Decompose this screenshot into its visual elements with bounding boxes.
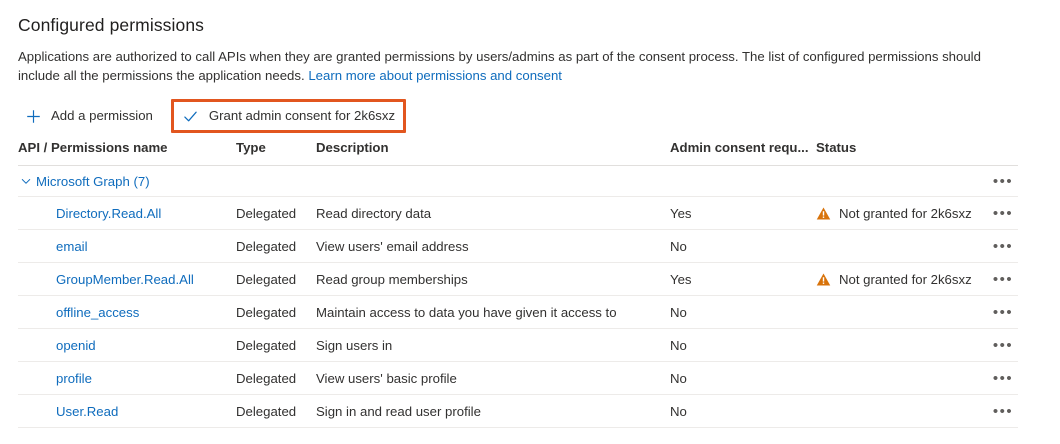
permission-name-cell: User.Read xyxy=(18,394,236,428)
permission-type-cell: Delegated xyxy=(236,328,316,362)
permission-status-cell xyxy=(816,295,988,329)
plus-icon xyxy=(22,105,44,127)
permission-name-cell: email xyxy=(18,229,236,263)
header-api-permissions-name[interactable]: API / Permissions name xyxy=(18,140,236,166)
header-menu xyxy=(988,140,1018,166)
table-row: GroupMember.Read.All Delegated Read grou… xyxy=(18,262,1018,296)
permission-name-link[interactable]: openid xyxy=(56,337,96,353)
grant-admin-consent-button[interactable]: Grant admin consent for 2k6sxz xyxy=(180,99,395,133)
more-options-icon[interactable]: ••• xyxy=(992,270,1014,288)
table-group-row-microsoft-graph[interactable]: Microsoft Graph (7) ••• xyxy=(18,165,1018,197)
row-menu-cell: ••• xyxy=(988,361,1018,395)
permission-name-cell: Directory.Read.All xyxy=(18,196,236,230)
permission-admin-consent-cell: Yes xyxy=(670,262,816,296)
table-row: profile Delegated View users' basic prof… xyxy=(18,361,1018,395)
grant-admin-consent-highlight: Grant admin consent for 2k6sxz xyxy=(170,99,407,133)
permission-description-cell: Read group memberships xyxy=(316,262,670,296)
permissions-table-body: Microsoft Graph (7) ••• Directory.Read.A… xyxy=(18,165,1018,428)
row-menu-cell: ••• xyxy=(988,196,1018,230)
permission-name-cell: openid xyxy=(18,328,236,362)
permission-description-cell: Sign in and read user profile xyxy=(316,394,670,428)
permission-admin-consent-cell: No xyxy=(670,394,816,428)
permission-type-cell: Delegated xyxy=(236,196,316,230)
more-options-icon[interactable]: ••• xyxy=(992,237,1014,255)
command-bar: Add a permission Grant admin consent for… xyxy=(18,99,407,133)
permission-status-cell xyxy=(816,394,988,428)
more-options-icon[interactable]: ••• xyxy=(992,402,1014,420)
more-options-icon[interactable]: ••• xyxy=(992,204,1014,222)
more-options-icon[interactable]: ••• xyxy=(992,172,1014,190)
permission-status-cell xyxy=(816,361,988,395)
page-title: Configured permissions xyxy=(18,15,205,35)
warning-icon xyxy=(816,272,831,287)
permission-type-cell: Delegated xyxy=(236,229,316,263)
chevron-down-icon xyxy=(18,173,34,189)
permission-admin-consent-cell: No xyxy=(670,361,816,395)
permission-description-cell: Read directory data xyxy=(316,196,670,230)
permission-name-link[interactable]: Directory.Read.All xyxy=(56,205,162,221)
status-badge: Not granted for 2k6sxz xyxy=(816,206,988,221)
permission-type-cell: Delegated xyxy=(236,262,316,296)
table-row: Directory.Read.All Delegated Read direct… xyxy=(18,196,1018,230)
learn-more-link[interactable]: Learn more about permissions and consent xyxy=(308,68,562,83)
group-row-menu-cell: ••• xyxy=(988,165,1018,197)
permission-name-cell: offline_access xyxy=(18,295,236,329)
group-cell: Microsoft Graph (7) xyxy=(18,165,988,197)
warning-icon xyxy=(816,206,831,221)
permission-description-cell: View users' basic profile xyxy=(316,361,670,395)
permission-status-cell xyxy=(816,328,988,362)
permission-type-cell: Delegated xyxy=(236,295,316,329)
permission-status-cell xyxy=(816,229,988,263)
table-header-row: API / Permissions name Type Description … xyxy=(18,140,1018,166)
row-menu-cell: ••• xyxy=(988,262,1018,296)
permission-status-cell: Not granted for 2k6sxz xyxy=(816,196,988,230)
permission-description-cell: View users' email address xyxy=(316,229,670,263)
row-menu-cell: ••• xyxy=(988,394,1018,428)
permission-type-cell: Delegated xyxy=(236,361,316,395)
table-row: offline_access Delegated Maintain access… xyxy=(18,295,1018,329)
more-options-icon[interactable]: ••• xyxy=(992,369,1014,387)
grant-admin-consent-label: Grant admin consent for 2k6sxz xyxy=(208,108,396,124)
status-badge: Not granted for 2k6sxz xyxy=(816,272,988,287)
status-text: Not granted for 2k6sxz xyxy=(839,271,972,287)
permission-type-cell: Delegated xyxy=(236,394,316,428)
permission-admin-consent-cell: Yes xyxy=(670,196,816,230)
permission-name-link[interactable]: email xyxy=(56,238,88,254)
header-admin-consent-required[interactable]: Admin consent requ... xyxy=(670,140,816,166)
status-text: Not granted for 2k6sxz xyxy=(839,205,972,221)
row-menu-cell: ••• xyxy=(988,328,1018,362)
table-row: User.Read Delegated Sign in and read use… xyxy=(18,394,1018,428)
permission-name-cell: GroupMember.Read.All xyxy=(18,262,236,296)
more-options-icon[interactable]: ••• xyxy=(992,303,1014,321)
permission-name-link[interactable]: offline_access xyxy=(56,304,140,320)
header-description[interactable]: Description xyxy=(316,140,670,166)
group-label: Microsoft Graph (7) xyxy=(36,173,150,189)
permissions-table: API / Permissions name Type Description … xyxy=(18,140,1018,428)
permission-name-link[interactable]: User.Read xyxy=(56,403,119,419)
table-row: email Delegated View users' email addres… xyxy=(18,229,1018,263)
permission-name-link[interactable]: GroupMember.Read.All xyxy=(56,271,194,287)
intro-text: Applications are authorized to call APIs… xyxy=(18,49,981,83)
checkmark-icon xyxy=(180,105,202,127)
add-permission-button[interactable]: Add a permission xyxy=(18,99,163,133)
row-menu-cell: ••• xyxy=(988,295,1018,329)
row-menu-cell: ••• xyxy=(988,229,1018,263)
permission-name-cell: profile xyxy=(18,361,236,395)
intro-paragraph: Applications are authorized to call APIs… xyxy=(18,47,1018,85)
more-options-icon[interactable]: ••• xyxy=(992,336,1014,354)
permission-description-cell: Sign users in xyxy=(316,328,670,362)
permission-admin-consent-cell: No xyxy=(670,295,816,329)
header-type[interactable]: Type xyxy=(236,140,316,166)
add-permission-label: Add a permission xyxy=(51,108,153,124)
group-toggle[interactable]: Microsoft Graph (7) xyxy=(18,173,988,189)
permission-name-link[interactable]: profile xyxy=(56,370,92,386)
header-status[interactable]: Status xyxy=(816,140,988,166)
permission-description-cell: Maintain access to data you have given i… xyxy=(316,295,670,329)
permission-admin-consent-cell: No xyxy=(670,328,816,362)
permission-status-cell: Not granted for 2k6sxz xyxy=(816,262,988,296)
table-row: openid Delegated Sign users in No ••• xyxy=(18,328,1018,362)
permission-admin-consent-cell: No xyxy=(670,229,816,263)
